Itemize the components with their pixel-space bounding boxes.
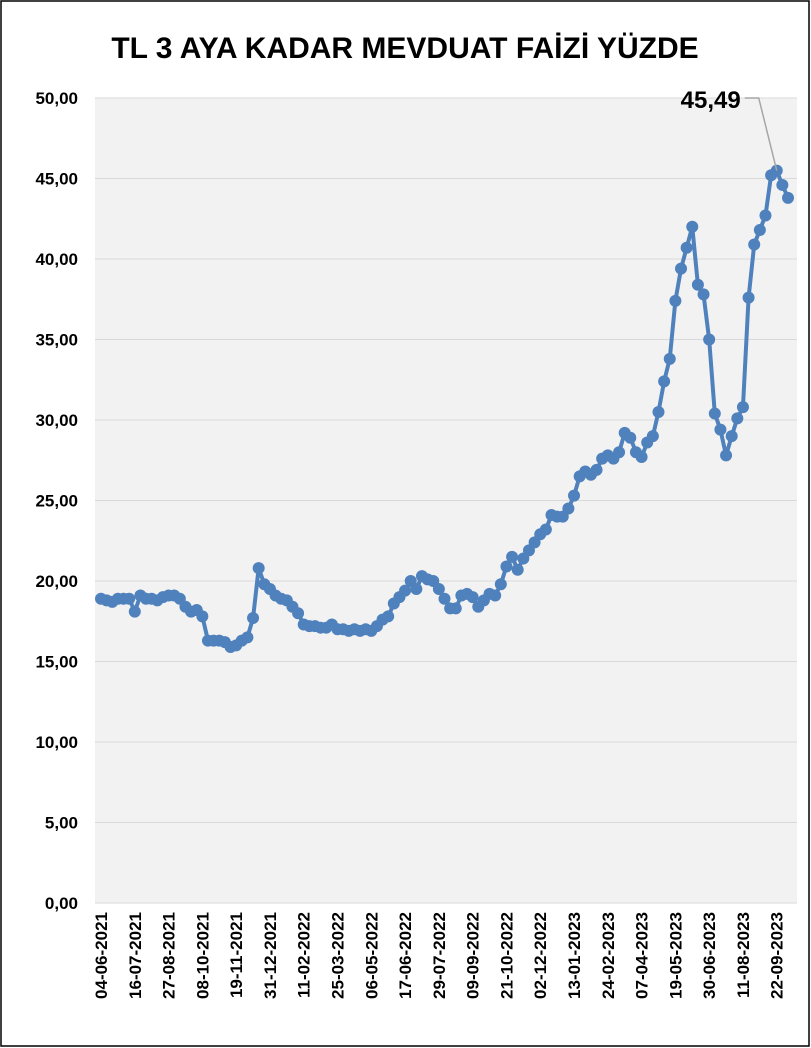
data-point (691, 278, 704, 291)
x-tick-label: 08-10-2021 (193, 912, 212, 999)
data-point (511, 563, 524, 576)
x-tick-label: 30-06-2023 (700, 912, 719, 999)
data-point (680, 241, 693, 254)
x-tick-label: 07-04-2023 (633, 912, 652, 999)
data-point (539, 523, 552, 536)
x-tick-label: 04-06-2021 (92, 912, 111, 999)
x-tick-label: 06-05-2022 (362, 912, 381, 999)
x-tick-label: 09-09-2022 (464, 912, 483, 999)
data-point (399, 584, 412, 597)
y-tick-label: 10,00 (35, 733, 78, 752)
data-point (759, 209, 772, 222)
data-point (624, 431, 637, 444)
data-point (382, 610, 395, 623)
data-point (494, 578, 507, 591)
data-label: 45,49 (681, 87, 741, 114)
y-tick-label: 50,00 (35, 89, 78, 108)
y-tick-label: 25,00 (35, 492, 78, 511)
x-tick-label: 16-07-2021 (126, 912, 145, 999)
data-point (742, 291, 755, 304)
data-point (675, 262, 688, 275)
x-tick-label: 25-03-2022 (329, 912, 348, 999)
y-tick-label: 0,00 (45, 894, 78, 913)
x-tick-label: 17-06-2022 (396, 912, 415, 999)
data-point (748, 238, 761, 251)
data-point (725, 430, 738, 443)
data-point (568, 489, 581, 502)
data-point (686, 220, 699, 233)
y-tick-label: 30,00 (35, 411, 78, 430)
data-point (466, 591, 479, 604)
y-tick-label: 20,00 (35, 572, 78, 591)
data-point (590, 463, 603, 476)
x-tick-label: 21-10-2022 (497, 912, 516, 999)
data-point (506, 550, 519, 563)
x-tick-label: 02-12-2022 (531, 912, 550, 999)
x-tick-label: 29-07-2022 (430, 912, 449, 999)
data-point (663, 352, 676, 365)
x-tick-label: 19-11-2021 (227, 912, 246, 998)
chart-title: TL 3 AYA KADAR MEVDUAT FAİZİ YÜZDE (111, 32, 698, 65)
data-point (432, 583, 445, 596)
x-tick-label: 22-09-2023 (768, 912, 787, 999)
data-point (438, 592, 451, 605)
data-point (247, 612, 260, 625)
x-tick-label: 11-02-2022 (295, 912, 314, 998)
data-point (449, 602, 462, 615)
x-tick-label: 19-05-2023 (666, 912, 685, 999)
data-point (731, 412, 744, 425)
data-point (669, 294, 682, 307)
y-tick-label: 15,00 (35, 653, 78, 672)
data-point (720, 449, 733, 462)
data-point (703, 333, 716, 346)
x-tick-label: 24-02-2023 (599, 912, 618, 999)
data-point (128, 605, 141, 618)
data-point (736, 401, 749, 414)
y-tick-label: 35,00 (35, 331, 78, 350)
data-point (635, 451, 648, 464)
data-point (241, 631, 254, 644)
data-point (562, 502, 575, 515)
x-tick-label: 31-12-2021 (261, 912, 280, 999)
data-point (708, 407, 721, 420)
data-point (196, 610, 209, 623)
y-tick-label: 40,00 (35, 250, 78, 269)
y-tick-label: 5,00 (45, 814, 78, 833)
data-point (489, 589, 502, 602)
y-tick-label: 45,00 (35, 170, 78, 189)
data-point (697, 288, 710, 301)
data-point (753, 224, 766, 237)
label-leader (744, 97, 778, 171)
data-point (652, 405, 665, 418)
data-point (776, 178, 789, 191)
x-tick-label: 27-08-2021 (160, 912, 179, 999)
data-point (292, 607, 305, 620)
data-point (646, 430, 659, 443)
data-point (500, 560, 513, 573)
data-point (123, 592, 136, 605)
data-point (252, 562, 265, 575)
x-tick-label: 11-08-2023 (734, 912, 753, 998)
data-point (410, 583, 423, 596)
x-tick-label: 13-01-2023 (565, 912, 584, 999)
data-point (714, 423, 727, 436)
data-point (613, 446, 626, 459)
data-point (782, 191, 794, 204)
data-point (658, 375, 671, 388)
